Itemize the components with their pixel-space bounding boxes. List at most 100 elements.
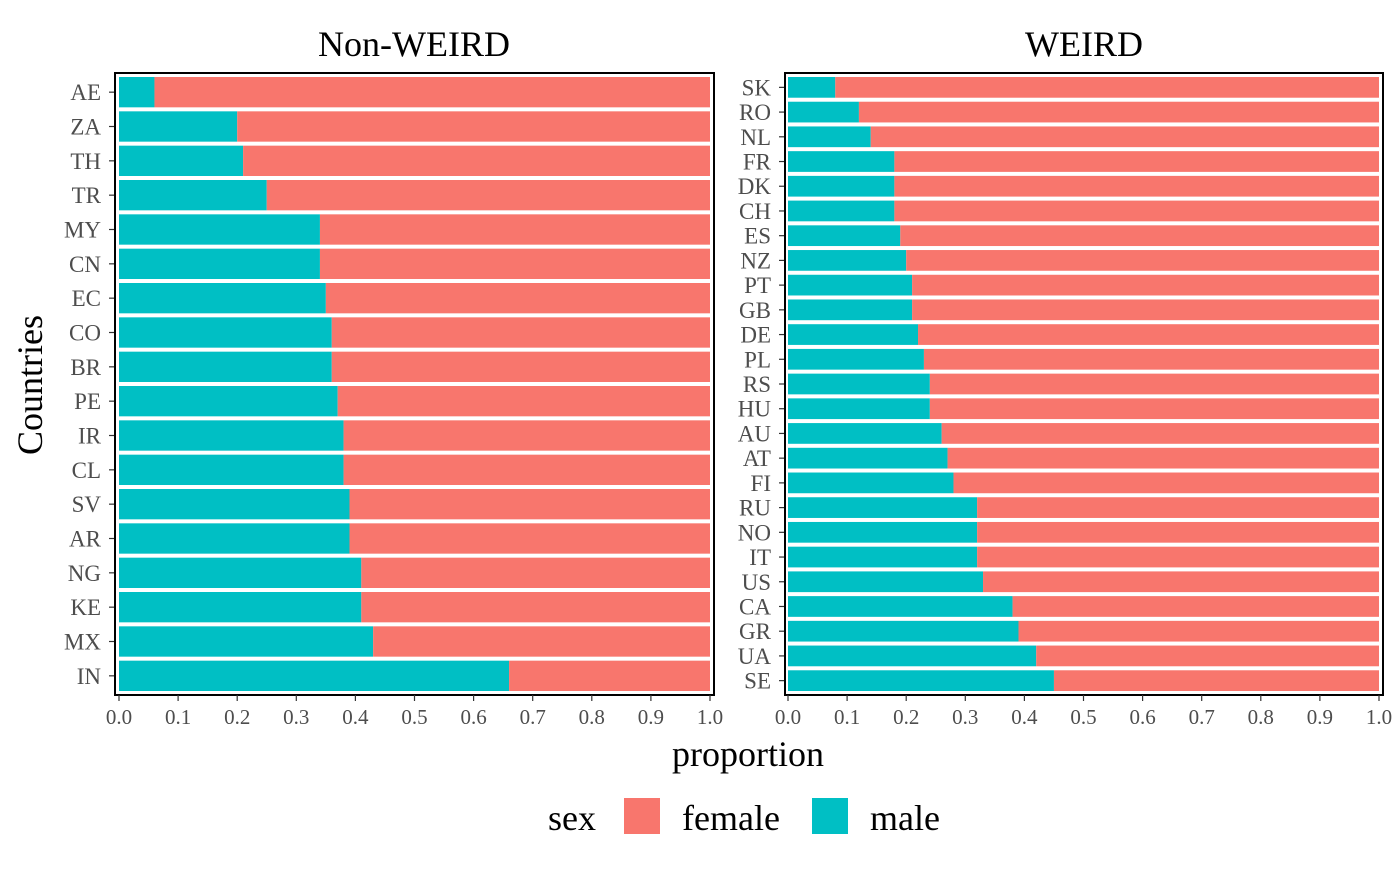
bar-female-NO [977,521,1379,543]
panel-title-0: Non-WEIRD [318,24,510,64]
bar-female-RS [929,373,1379,395]
legend-swatch-female [624,798,660,834]
bar-female-US [983,571,1379,593]
x-tick-label: 0.0 [106,705,132,729]
x-tick-label: 0.8 [1248,705,1274,729]
x-tick-label: 0.3 [952,705,978,729]
bar-female-DK [894,175,1379,197]
bar-female-AR [349,523,710,554]
bar-female-BR [331,351,710,382]
bar-male-SV [119,489,350,520]
x-tick-label: 1.0 [697,705,723,729]
y-axis-title: Countries [10,315,50,455]
bar-female-MY [319,214,710,245]
y-tick-label-AR: AR [69,527,102,552]
bar-male-TR [119,180,267,211]
bar-female-AU [941,423,1379,444]
bar-male-MY [119,214,320,245]
x-tick-label: 0.0 [775,705,801,729]
x-tick-label: 1.0 [1366,705,1392,729]
y-tick-label-CO: CO [69,321,101,346]
bar-female-NL [870,126,1379,148]
bar-female-CA [1012,596,1379,617]
y-tick-label-EC: EC [72,286,101,311]
y-tick-label-AE: AE [70,80,101,105]
bar-male-RU [788,497,978,518]
x-tick-label: 0.6 [1129,705,1155,729]
bar-male-CN [119,248,320,279]
x-axis-title: proportion [672,734,824,774]
bar-male-IN [119,660,510,691]
y-tick-label-FI: FI [751,471,771,496]
y-tick-label-FR: FR [743,150,772,175]
bar-male-ZA [119,111,238,142]
bar-male-BR [119,351,332,382]
y-tick-label-US: US [742,570,771,595]
bar-male-NZ [788,250,907,271]
bar-female-CO [331,317,710,348]
bar-female-IN [509,660,710,691]
x-tick-label: 0.5 [1070,705,1096,729]
legend-swatch-male [812,798,848,834]
y-tick-label-NO: NO [738,520,771,545]
y-tick-label-NG: NG [68,561,101,586]
bar-male-CO [119,317,332,348]
bar-female-NZ [906,250,1379,271]
bar-female-NG [361,557,710,588]
bar-female-RU [977,497,1379,518]
legend-label-female: female [682,798,780,838]
bar-female-TH [243,145,711,176]
bar-male-EC [119,283,326,314]
bar-female-GB [912,299,1379,321]
bar-female-EC [325,283,710,314]
x-tick-label: 0.7 [1189,705,1215,729]
bar-female-IT [977,546,1379,568]
y-tick-label-NZ: NZ [740,248,771,273]
bar-female-RO [858,101,1379,123]
bar-female-SE [1053,670,1379,691]
bar-male-MX [119,626,374,657]
bar-female-AT [947,447,1379,469]
bar-male-AT [788,447,948,469]
y-tick-label-DK: DK [738,174,772,199]
bar-male-CL [119,454,344,485]
bar-male-RO [788,101,859,123]
bar-female-ZA [237,111,710,142]
x-tick-label: 0.9 [1307,705,1333,729]
y-tick-label-GR: GR [739,619,772,644]
bar-female-KE [361,592,710,623]
x-tick-label: 0.3 [283,705,309,729]
x-tick-label: 0.7 [520,705,546,729]
x-tick-label: 0.6 [460,705,486,729]
bar-male-PL [788,348,924,370]
y-tick-label-DE: DE [740,323,771,348]
bar-female-AE [154,77,710,108]
bar-male-TH [119,145,244,176]
y-tick-label-KE: KE [70,595,101,620]
y-tick-label-AT: AT [743,446,771,471]
legend-title: sex [548,798,596,838]
y-tick-label-RO: RO [739,100,771,125]
bar-male-DK [788,175,895,197]
y-tick-label-ES: ES [744,224,771,249]
y-tick-label-AU: AU [738,421,772,446]
bar-female-GR [1018,620,1379,642]
bar-male-FR [788,151,895,172]
bar-female-PE [337,386,710,417]
legend: sex female male [548,798,940,838]
bar-male-PT [788,274,913,296]
bar-male-CA [788,596,1013,617]
bar-female-DE [918,324,1379,345]
bar-male-RS [788,373,930,395]
bar-male-CH [788,200,895,222]
bar-male-SK [788,77,836,98]
x-tick-label: 0.4 [1011,705,1038,729]
y-tick-label-CL: CL [72,458,101,483]
bar-male-IT [788,546,978,568]
y-tick-label-BR: BR [70,355,101,380]
bar-female-SV [349,489,710,520]
bar-male-FI [788,472,954,494]
bar-male-GB [788,299,913,321]
bar-male-NG [119,557,362,588]
